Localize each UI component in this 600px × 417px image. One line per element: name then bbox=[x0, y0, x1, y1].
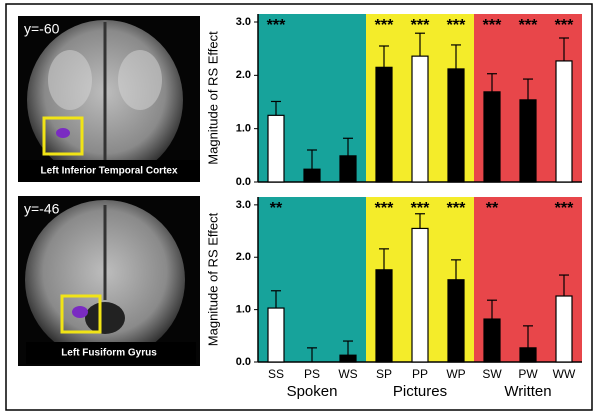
significance-label: *** bbox=[267, 17, 286, 34]
x-tick-label: SP bbox=[376, 367, 392, 381]
x-tick-label: PP bbox=[412, 367, 428, 381]
significance-label: *** bbox=[483, 17, 502, 34]
significance-label: *** bbox=[555, 17, 574, 34]
significance-label: *** bbox=[375, 200, 394, 217]
bar bbox=[483, 91, 501, 183]
bar bbox=[339, 155, 357, 183]
brain-panel bbox=[18, 196, 200, 366]
significance-label: *** bbox=[447, 17, 466, 34]
group-label: Written bbox=[504, 383, 551, 400]
bar bbox=[267, 114, 285, 183]
brain-panel bbox=[18, 16, 200, 182]
bar bbox=[375, 66, 393, 183]
significance-label: *** bbox=[555, 200, 574, 217]
significance-label: *** bbox=[375, 17, 394, 34]
x-tick-label: PW bbox=[518, 367, 538, 381]
bar bbox=[339, 354, 357, 363]
bar bbox=[447, 279, 465, 363]
y-tick-label: 1.0 bbox=[236, 304, 251, 316]
bar bbox=[447, 68, 465, 183]
y-tick-label: 1.0 bbox=[236, 123, 251, 135]
bar bbox=[519, 99, 537, 183]
coordinate-label: y=-60 bbox=[24, 21, 60, 37]
y-tick-label: 0.0 bbox=[236, 356, 251, 368]
bar bbox=[555, 295, 573, 363]
y-tick-label: 3.0 bbox=[236, 16, 251, 28]
y-tick-label: 2.0 bbox=[236, 251, 251, 263]
group-label: Pictures bbox=[393, 383, 447, 400]
y-axis-label: Magnitude of RS Effect bbox=[205, 31, 220, 165]
bar bbox=[303, 168, 321, 183]
bar bbox=[555, 60, 573, 183]
bar bbox=[519, 347, 537, 363]
x-tick-label: SS bbox=[268, 367, 284, 381]
significance-label: ** bbox=[486, 200, 499, 217]
x-tick-label: WS bbox=[338, 367, 357, 381]
y-tick-label: 2.0 bbox=[236, 69, 251, 81]
y-tick-label: 3.0 bbox=[236, 199, 251, 211]
x-tick-label: SW bbox=[482, 367, 502, 381]
significance-label: ** bbox=[270, 200, 283, 217]
significance-label: *** bbox=[411, 200, 430, 217]
coordinate-label: y=-46 bbox=[24, 201, 60, 217]
x-tick-label: PS bbox=[304, 367, 320, 381]
bar bbox=[375, 269, 393, 363]
significance-label: *** bbox=[447, 200, 466, 217]
significance-label: *** bbox=[411, 17, 430, 34]
region-label: Left Fusiform Gyrus bbox=[61, 348, 157, 359]
bar bbox=[411, 55, 429, 183]
group-label: Spoken bbox=[287, 383, 338, 400]
significance-label: *** bbox=[519, 17, 538, 34]
x-tick-label: WP bbox=[446, 367, 465, 381]
bar bbox=[411, 227, 429, 363]
y-tick-label: 0.0 bbox=[236, 176, 251, 188]
x-tick-label: WW bbox=[553, 367, 576, 381]
region-label: Left Inferior Temporal Cortex bbox=[40, 166, 177, 177]
bar bbox=[483, 318, 501, 363]
frame bbox=[5, 3, 593, 411]
y-axis-label: Magnitude of RS Effect bbox=[205, 212, 220, 346]
bar bbox=[267, 307, 285, 363]
